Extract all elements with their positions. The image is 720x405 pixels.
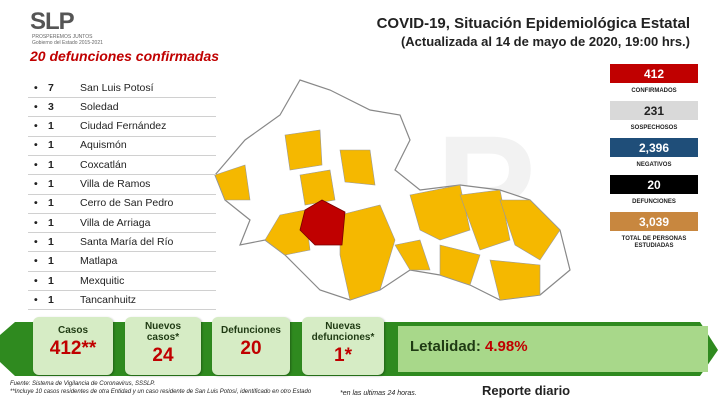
bullet: • (34, 235, 38, 248)
death-row: • 1 Villa de Ramos (28, 175, 216, 195)
summary-card: Defunciones 20 (212, 317, 290, 375)
summary-label: Defunciones (220, 325, 281, 336)
death-count: 3 (48, 100, 54, 113)
subtitle: (Actualizada al 14 de mayo de 2020, 19:0… (400, 34, 690, 49)
most-affected (299, 199, 346, 246)
municipality: San Luis Potosí (80, 81, 154, 94)
summary-card: Nuevas defunciones* 1* (302, 317, 384, 375)
death-count: 7 (48, 81, 54, 94)
bullet: • (34, 178, 38, 190)
death-count: 1 (48, 216, 54, 229)
death-count: 1 (48, 120, 54, 133)
municipality: Tancanhuitz (80, 293, 137, 306)
municipality: Villa de Arriaga (80, 216, 151, 229)
stat-value: 20 (610, 175, 698, 194)
death-row: • 7 San Luis Potosí (28, 78, 216, 98)
summary-label: Casos (57, 325, 88, 336)
bullet: • (34, 216, 38, 229)
stat-value: 2,396 (610, 138, 698, 157)
death-count: 1 (48, 197, 54, 210)
death-count: 1 (48, 139, 54, 152)
death-count: 1 (48, 274, 54, 287)
municipality: Mexquitic (80, 274, 125, 287)
municipality: Villa de Ramos (80, 178, 151, 190)
death-count: 1 (48, 255, 54, 268)
municipality: Aquismón (80, 139, 127, 152)
municipality: Ciudad Fernández (80, 120, 167, 133)
bullet: • (34, 100, 38, 113)
stat-label: NEGATIVOS (636, 162, 672, 168)
summary-label: Nuevos casos* (144, 321, 182, 343)
bullet: • (34, 255, 38, 268)
logo: SLP (30, 8, 75, 35)
death-row: • 1 Tancanhuitz (28, 290, 216, 311)
summary-card: Nuevos casos* 24 (125, 317, 201, 375)
municipality: Coxcatlán (80, 158, 127, 171)
stat-value: 231 (610, 101, 698, 120)
government: Gobierno del Estado 2015-2021 (32, 40, 103, 46)
death-count: 1 (48, 178, 54, 190)
title: COVID-19, Situación Epidemiológica Estat… (376, 15, 690, 32)
stat-label: CONFIRMADOS (631, 88, 677, 94)
note: **Incluye 10 casos residentes de otra En… (10, 389, 312, 395)
death-row: • 1 Aquismón (28, 136, 216, 156)
death-count: 1 (48, 293, 54, 306)
bullet: • (34, 158, 38, 171)
bullet: • (34, 197, 38, 210)
logo-tagline: PROSPEREMOS JUNTOS Gobierno del Estado 20… (32, 34, 103, 46)
stat-value: 3,039 (610, 212, 698, 231)
last24: *en las ultimas 24 horas. (340, 390, 417, 397)
source: Fuente: Sistema de Vigilancia de Coronav… (10, 381, 156, 387)
death-row: • 1 Ciudad Fernández (28, 117, 216, 137)
tagline: PROSPEREMOS JUNTOS (32, 34, 93, 40)
bullet: • (34, 81, 38, 94)
stat-label: TOTAL DE PERSONAS ESTUDIADAS (621, 236, 687, 249)
death-row: • 1 Cerro de San Pedro (28, 194, 216, 214)
death-row: • 1 Villa de Arriaga (28, 213, 216, 234)
death-row: • 1 Mexquitic (28, 271, 216, 291)
lethality-band (398, 326, 708, 372)
deaths-title: 20 defunciones confirmadas (30, 48, 220, 64)
affected-municipalities (214, 129, 561, 301)
stat-value: 412 (610, 64, 698, 83)
lethality: Letalidad: 4.98% (410, 338, 528, 355)
lethality-value: 4.98% (485, 338, 528, 355)
death-count: 1 (48, 235, 54, 248)
summary-card: Casos 412** (33, 317, 113, 375)
stat-label: SOSPECHOSOS (630, 125, 678, 131)
summary-value: 412** (49, 338, 97, 359)
bullet: • (34, 120, 38, 133)
death-count: 1 (48, 158, 54, 171)
summary-value: 24 (152, 345, 174, 366)
lethality-label: Letalidad: (410, 338, 481, 355)
municipality: Santa María del Río (80, 235, 174, 248)
death-row: • 1 Matlapa (28, 252, 216, 272)
death-row: • 1 Santa María del Río (28, 232, 216, 253)
death-row: • 3 Soledad (28, 97, 216, 118)
municipality: Matlapa (80, 255, 118, 268)
summary-label: Nuevas defunciones* (311, 321, 375, 343)
bullet: • (34, 293, 38, 306)
bullet: • (34, 139, 38, 152)
death-row: • 1 Coxcatlán (28, 155, 216, 176)
summary-value: 1* (334, 345, 352, 366)
summary-value: 20 (240, 338, 262, 359)
stat-label: DEFUNCIONES (632, 199, 676, 205)
bullet: • (34, 274, 38, 287)
municipality: Cerro de San Pedro (80, 197, 174, 210)
report: Reporte diario (482, 383, 571, 398)
municipality: Soledad (80, 100, 119, 113)
